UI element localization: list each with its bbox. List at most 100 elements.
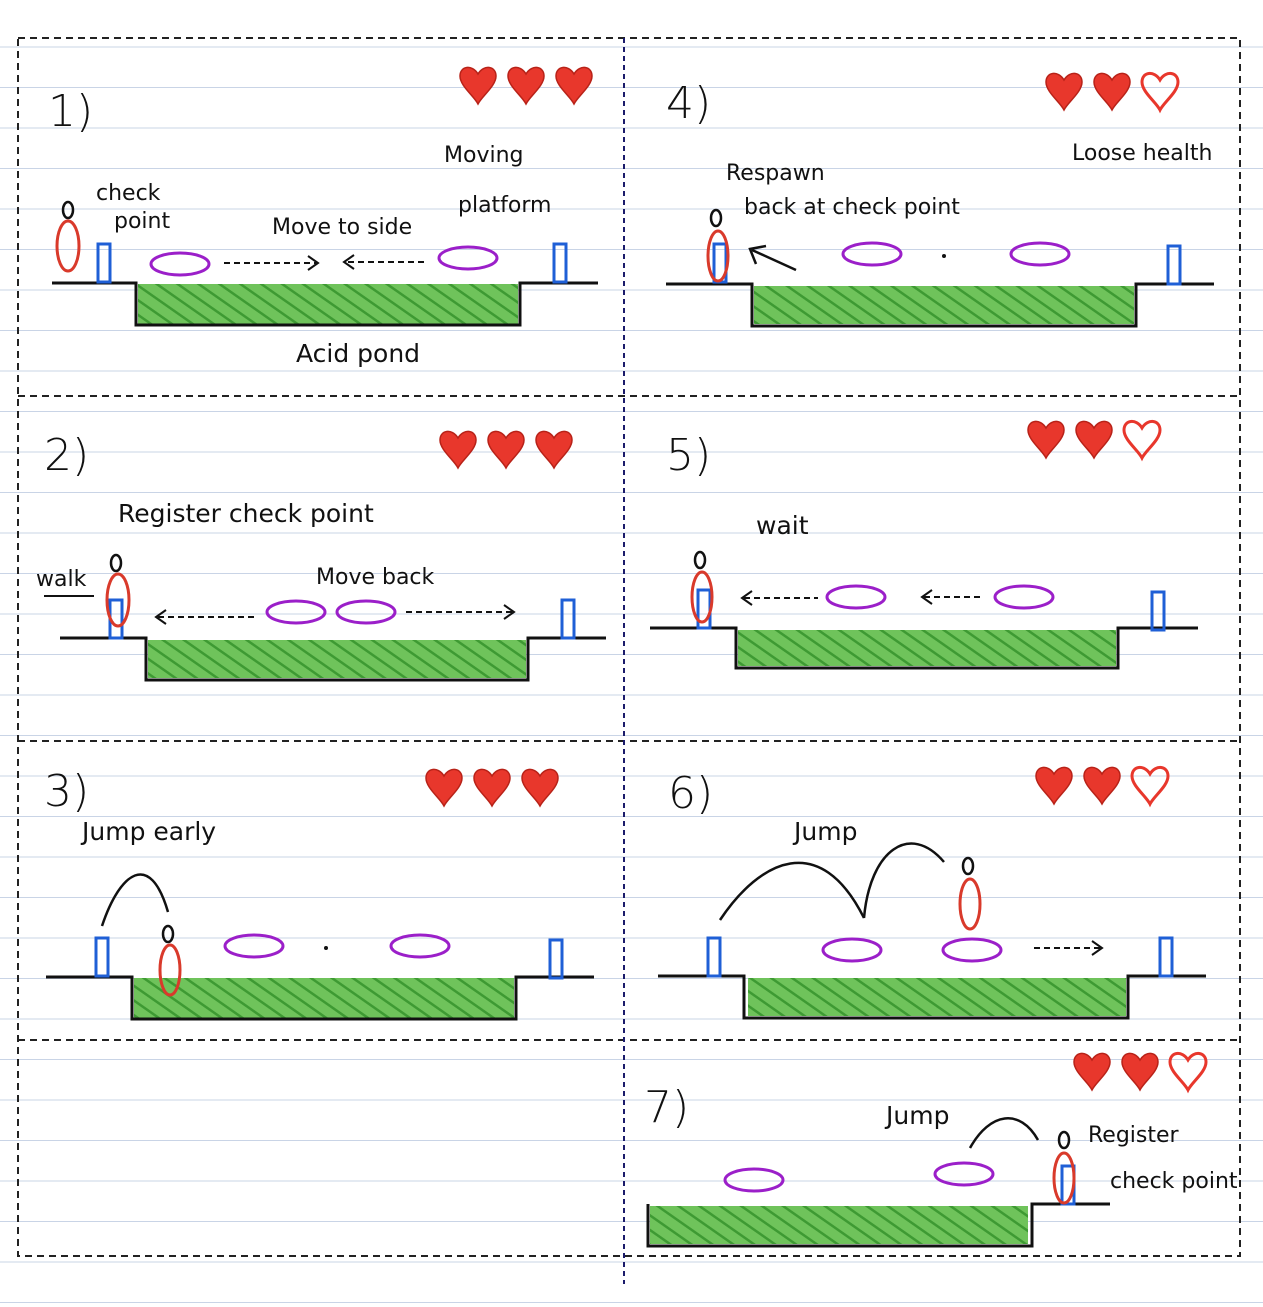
direction-arrows [154,604,516,625]
moving-platform [265,599,327,625]
panel-3: 3) Jump early [44,766,594,1021]
ground [46,975,594,1021]
dot [942,254,946,258]
moving-platform [821,937,883,963]
ground [60,636,606,682]
jump-label: Jump [884,1101,949,1130]
heart-full-icon [1083,766,1121,805]
heart-full-icon [1045,72,1083,111]
ground [52,281,598,327]
respawn-arrow [748,244,797,272]
jump-early-label: Jump early [80,817,216,846]
panel-3-hearts [425,768,559,807]
wait-label: wait [756,511,809,540]
checkpoint-label: check point [96,181,170,234]
moving-platform [389,933,451,959]
acid-pond [650,1206,1028,1244]
player [158,924,182,997]
move-to-side-label: Move to side [272,215,412,240]
moving-platform [723,1167,785,1193]
jump-arc [100,873,170,927]
panel-4: 4) Loose health Respawn back at check poi… [666,71,1214,328]
notebook-ruling [0,46,1263,1303]
ground [658,974,1206,1020]
acid-pond [754,286,1134,324]
player [1052,1130,1076,1205]
player [105,553,131,628]
moving-platform [437,245,499,271]
dot [324,946,328,950]
panel-2-hearts [439,430,573,469]
panel-7: 7) Jump Register check point [644,1051,1238,1248]
panel-6-number: 6) [668,768,713,819]
respawn-label: Respawn back at check point [726,161,960,220]
direction-arrows [740,589,980,606]
panel-borders [17,37,1241,1257]
direction-arrow [1034,940,1104,956]
moving-platform [149,251,211,277]
checkpoint-end [560,598,576,640]
ground [650,626,1198,670]
register-checkpoint-label: Register check point [118,499,374,528]
register-checkpoint-label: Register check point [1088,1123,1238,1194]
player [55,200,81,273]
heart-full-icon [487,430,525,469]
panel-6-hearts [1035,765,1170,806]
panel-1-hearts [459,66,593,105]
heart-full-icon [1093,72,1131,111]
heart-full-icon [1075,420,1113,459]
panel-2-number: 2) [44,430,89,481]
moving-platform-label: Moving platform [444,143,551,218]
jump-arc [862,842,945,919]
panel-5: 5) wait [650,419,1198,670]
heart-full-icon [439,430,477,469]
checkpoint-end [1158,936,1174,978]
walk-label: walk [36,567,87,592]
ground [646,1202,1110,1248]
acid-pond [138,284,518,324]
move-back-label: Move back [316,565,435,590]
panel-2: 2) Register check point walk Move back [36,430,606,682]
heart-full-icon [425,768,463,807]
heart-empty-icon [1140,71,1180,112]
heart-full-icon [535,430,573,469]
heart-full-icon [473,768,511,807]
player [690,550,714,624]
acid-pond [738,630,1116,666]
moving-platform [335,599,397,625]
heart-empty-icon [1122,419,1162,460]
heart-full-icon [507,66,545,105]
acid-pond-label: Acid pond [296,339,420,368]
moving-platform [825,584,887,610]
player [706,208,730,283]
acid-pond [748,978,1126,1016]
moving-platform [841,241,903,267]
loose-health-label: Loose health [1072,141,1212,166]
player [958,856,982,931]
moving-platform [223,933,285,959]
acid-pond [134,978,514,1018]
heart-full-icon [1073,1052,1111,1091]
moving-platform [941,937,1003,963]
ground [666,282,1214,328]
checkpoint-end [1150,590,1166,632]
panel-7-hearts [1073,1051,1208,1092]
acid-pond [148,640,526,678]
panel-5-hearts [1027,419,1162,460]
panel-1-number: 1) [48,86,93,137]
jump-arc [718,861,866,921]
panel-1: 1) check point Moving platform Move to sid… [48,66,598,368]
panel-5-number: 5) [666,430,711,481]
heart-full-icon [1035,766,1073,805]
panel-4-number: 4) [666,78,711,129]
heart-empty-icon [1130,765,1170,806]
heart-full-icon [459,66,497,105]
jump-label: Jump [792,817,857,846]
panel-3-number: 3) [44,766,89,817]
direction-arrows [224,254,428,271]
panel-6: 6) Jump [658,765,1206,1020]
moving-platform [1009,241,1071,267]
heart-full-icon [521,768,559,807]
checkpoint-start [94,936,110,978]
